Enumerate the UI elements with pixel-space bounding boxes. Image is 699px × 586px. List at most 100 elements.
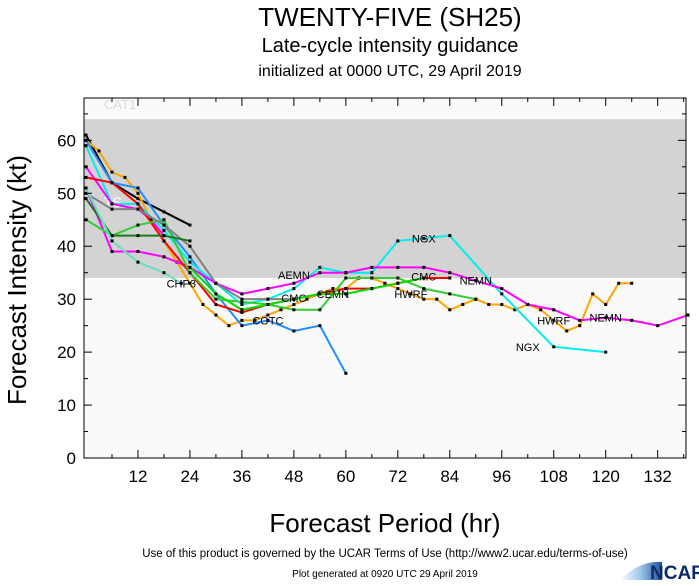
x-tick-label: 108 (540, 467, 568, 486)
series-point (188, 244, 192, 248)
chart-subtitle-init: initialized at 0000 UTC, 29 April 2019 (258, 63, 521, 80)
series-point (162, 255, 166, 259)
series-point (240, 324, 244, 328)
series-point (162, 218, 166, 222)
plot-frame (83, 97, 687, 459)
series-point (318, 265, 322, 269)
series-point (110, 202, 114, 206)
series-point (630, 318, 634, 322)
series-point (396, 239, 400, 243)
series-point (188, 265, 192, 269)
series-point (448, 308, 452, 312)
series-point (318, 308, 322, 312)
series-point (292, 281, 296, 285)
series-point (617, 281, 621, 285)
series-point (266, 297, 270, 301)
y-tick-label: 10 (57, 396, 76, 415)
series-point (136, 234, 140, 238)
series-point (552, 308, 556, 312)
series-point (179, 281, 183, 285)
series-point (162, 239, 166, 243)
series-point (136, 197, 140, 201)
chart-subtitle: Late-cycle intensity guidance (262, 35, 519, 57)
series-point (526, 302, 530, 306)
series-point (266, 313, 270, 317)
series-point (396, 265, 400, 269)
series-point (162, 234, 166, 238)
series-point (214, 292, 218, 296)
model-label-cemn: CEMN (317, 289, 349, 301)
series-point (422, 236, 426, 240)
series-point (331, 287, 335, 291)
series-point (448, 271, 452, 275)
series-point (110, 207, 114, 211)
series-point (240, 297, 244, 301)
series-point (370, 265, 374, 269)
series-point (604, 302, 608, 306)
series-point (240, 302, 244, 306)
series-point (318, 271, 322, 275)
series-point (422, 287, 426, 291)
y-tick-label: 40 (57, 237, 76, 256)
x-tick-label: 36 (232, 467, 251, 486)
series-point (136, 260, 140, 264)
series-point (383, 281, 387, 285)
model-label-ngx: NGX (516, 342, 541, 354)
series-point (136, 186, 140, 190)
series-point (240, 308, 244, 312)
series-point (552, 318, 556, 322)
series-point (214, 313, 218, 317)
band-below-ts (84, 278, 686, 458)
series-point (136, 191, 140, 195)
x-tick-label: 60 (336, 467, 355, 486)
series-point (318, 292, 322, 296)
series-point (136, 202, 140, 206)
series-point (136, 207, 140, 211)
series-point (656, 324, 660, 328)
model-label-aemn: AEMN (278, 270, 310, 282)
series-point (110, 170, 114, 174)
plot-generated-text: Plot generated at 0920 UTC 29 April 2019 (292, 569, 478, 580)
model-labels: HWRF HWRF COTC NGX NGX NEMN NEMN CMC CMC AEMN CEMN… (167, 233, 622, 354)
x-tick-label: 72 (388, 467, 407, 486)
series-point (448, 292, 452, 296)
series-point (461, 302, 465, 306)
series-point (422, 297, 426, 301)
series-point (565, 329, 569, 333)
y-tick-label: 0 (67, 449, 76, 468)
series-point (448, 276, 452, 280)
series-point (604, 316, 608, 320)
series-point (448, 234, 452, 238)
series-point (162, 271, 166, 275)
series-point (500, 292, 504, 296)
series-point (188, 260, 192, 264)
series-point (188, 223, 192, 227)
series-point (500, 287, 504, 291)
series-point (188, 239, 192, 243)
series-point (266, 318, 270, 322)
series-point (435, 297, 439, 301)
series-point (240, 300, 244, 304)
series-point (305, 297, 309, 301)
y-axis-label: Forecast Intensity (kt) (2, 155, 32, 405)
series-point (292, 287, 296, 291)
series-point (552, 345, 556, 349)
series-point (292, 297, 296, 301)
series-point (686, 313, 690, 317)
series-line-cmc (85, 218, 476, 311)
series-point (422, 276, 426, 280)
x-tick-label: 120 (592, 467, 620, 486)
model-label-hwrf: HWRF (394, 289, 427, 301)
series-point (136, 223, 140, 227)
series-point (188, 271, 192, 275)
model-label-cmc: CMC (281, 293, 306, 305)
series-point (578, 318, 582, 322)
series-point (240, 292, 244, 296)
model-label-chp3: CHP3 (167, 278, 196, 290)
series-point (487, 302, 491, 306)
model-label-ngx: NGX (412, 233, 437, 245)
series-point (422, 265, 426, 269)
series-point (318, 324, 322, 328)
x-tick-label: 24 (180, 467, 199, 486)
